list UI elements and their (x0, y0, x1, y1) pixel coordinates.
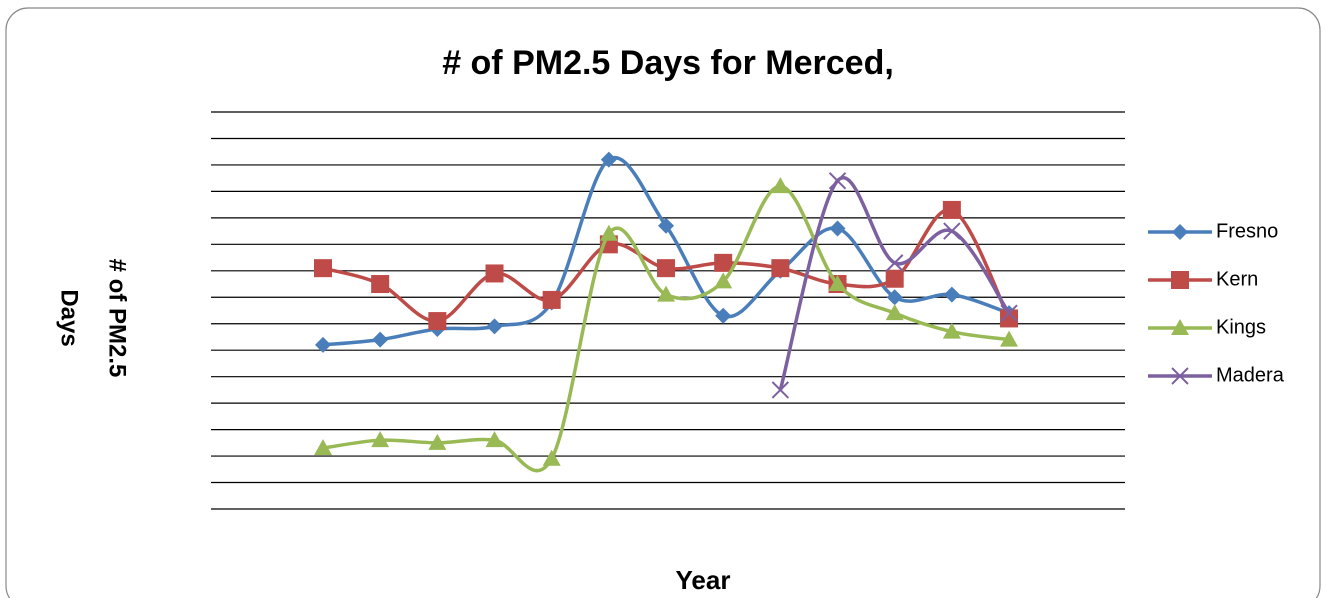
marker (657, 285, 676, 302)
marker (371, 275, 390, 294)
marker (658, 217, 675, 234)
marker (657, 259, 676, 278)
marker (314, 259, 332, 278)
marker (372, 331, 389, 348)
marker (485, 264, 504, 283)
marker (943, 222, 961, 240)
series-line (322, 184, 1010, 473)
marker (600, 151, 617, 168)
marker (714, 272, 733, 289)
marker (714, 253, 733, 272)
chart-title: # of PM2.5 Days for Merced, (442, 44, 894, 82)
series-line (778, 176, 1011, 391)
legend-marker (1171, 319, 1189, 335)
marker (428, 312, 447, 331)
marker (885, 254, 904, 272)
y-axis-label: # of PM2.5 Days (56, 259, 131, 378)
marker (885, 304, 904, 321)
legend-marker (1172, 224, 1188, 240)
chart-frame (5, 7, 1321, 598)
marker (771, 259, 790, 278)
legend-label: Madera (1216, 364, 1285, 386)
marker (943, 286, 960, 303)
y-axis-label-line: # of PM2.5 (104, 259, 131, 378)
marker (771, 177, 790, 194)
marker (428, 433, 447, 450)
legend-marker (1171, 271, 1189, 289)
legend-marker (1171, 367, 1189, 385)
marker (1000, 330, 1019, 347)
marker (828, 275, 847, 292)
series (771, 172, 1018, 399)
marker (314, 439, 332, 456)
marker (771, 381, 790, 399)
marker (886, 289, 903, 306)
marker (1000, 309, 1019, 328)
legend-label: Kern (1216, 268, 1258, 290)
marker (942, 322, 961, 339)
marker (486, 318, 503, 335)
marker (542, 449, 561, 466)
marker (942, 200, 961, 219)
marker (828, 172, 847, 190)
y-axis-label-line: Days (56, 289, 83, 346)
series (314, 177, 1019, 473)
marker (829, 220, 846, 237)
marker (485, 431, 504, 448)
marker (885, 269, 904, 288)
legend-label: Fresno (1216, 220, 1278, 242)
marker (1000, 304, 1018, 322)
legend-label: Kings (1216, 316, 1266, 338)
marker (315, 336, 331, 353)
marker (371, 431, 390, 448)
marker (599, 224, 618, 241)
marker (715, 307, 732, 324)
x-axis-label: Year (676, 565, 731, 595)
marker (542, 290, 561, 309)
